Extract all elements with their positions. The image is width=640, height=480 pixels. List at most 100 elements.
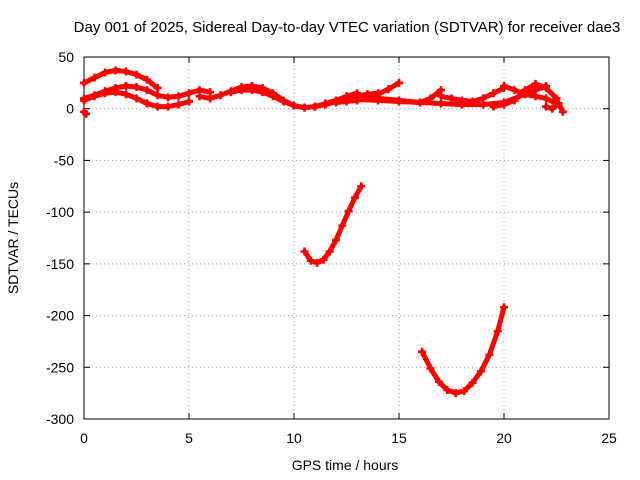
data-point (313, 258, 322, 267)
data-point (332, 236, 340, 245)
grid (84, 57, 609, 419)
data-point (122, 81, 130, 90)
y-axis-title: SDTVAR / TECUs (5, 182, 21, 294)
series-layer (80, 66, 567, 398)
x-tick-label: 25 (601, 430, 617, 446)
data-point (195, 92, 204, 101)
series-arc-15 (418, 303, 508, 398)
data-point (111, 66, 120, 75)
data-point (248, 86, 256, 95)
data-point (554, 99, 563, 108)
data-point (500, 303, 508, 312)
data-point (143, 99, 151, 108)
data-point (185, 97, 193, 106)
data-point (500, 100, 508, 109)
data-point (174, 92, 183, 101)
data-point (90, 73, 99, 82)
data-point (321, 99, 330, 108)
data-point (531, 92, 540, 101)
data-point (468, 97, 477, 106)
data-point (143, 75, 151, 84)
data-point (342, 97, 351, 106)
data-point (80, 96, 88, 105)
x-tick-label: 15 (391, 430, 407, 446)
data-point (500, 81, 508, 90)
series-arc-4 (80, 107, 91, 118)
data-point (269, 92, 277, 101)
data-point (174, 100, 183, 109)
data-point (451, 389, 460, 398)
data-point (153, 102, 162, 111)
series-line (419, 304, 507, 396)
data-point (332, 98, 340, 107)
data-point (132, 70, 141, 79)
data-point (542, 102, 550, 111)
series-arc-9 (374, 86, 445, 107)
data-point (300, 103, 309, 112)
data-point (279, 97, 288, 106)
data-point (338, 221, 347, 230)
data-point (468, 378, 477, 387)
data-point (185, 89, 193, 98)
chart-title: Day 001 of 2025, Sidereal Day-to-day VTE… (74, 19, 621, 36)
plot-frame (83, 56, 610, 420)
data-point (143, 86, 151, 95)
data-point (80, 78, 88, 87)
data-point (542, 94, 550, 103)
x-tick-label: 0 (80, 430, 88, 446)
data-point (111, 88, 120, 97)
data-point (82, 109, 91, 118)
data-point (447, 94, 456, 103)
data-point (426, 94, 435, 103)
series-arc-14 (300, 182, 366, 267)
data-point (437, 92, 445, 101)
data-point (206, 94, 214, 103)
y-tick-label: -250 (46, 359, 74, 375)
data-point (357, 182, 366, 191)
data-point (132, 94, 141, 103)
x-axis-title: GPS time / hours (292, 457, 399, 473)
y-tick-label: -150 (46, 256, 74, 272)
data-point (132, 82, 141, 91)
series-arc-13 (542, 99, 567, 116)
x-tick-label: 5 (185, 430, 193, 446)
data-point (489, 89, 498, 98)
data-point (325, 247, 334, 256)
y-tick-label: -300 (46, 411, 74, 427)
data-point (90, 92, 99, 101)
data-point (164, 102, 172, 111)
data-point (237, 86, 246, 95)
data-point (350, 193, 359, 202)
x-tick-label: 10 (286, 430, 302, 446)
y-tick-label: -100 (46, 204, 74, 220)
data-point (521, 90, 529, 99)
data-point (374, 94, 382, 103)
axis-ticks: 0 5 10 15 20 25 50 0 -50 -100 -150 -200 -250 -300 (46, 49, 617, 446)
data-point (306, 256, 315, 265)
data-point (426, 364, 435, 373)
y-tick-label: 50 (58, 49, 74, 65)
data-point (558, 107, 567, 116)
data-point (434, 377, 443, 386)
data-point (258, 88, 267, 97)
data-point (443, 386, 452, 395)
data-point (101, 89, 109, 98)
data-point (395, 78, 403, 87)
data-point (548, 104, 557, 113)
data-point (290, 101, 298, 110)
data-point (300, 247, 309, 256)
data-point (437, 99, 445, 108)
data-point (458, 96, 466, 105)
data-point (395, 96, 403, 105)
data-point (418, 347, 427, 356)
data-point (510, 86, 519, 95)
y-tick-label: -200 (46, 308, 74, 324)
series-arc-5 (195, 81, 382, 112)
y-tick-label: 0 (66, 101, 74, 117)
data-point (485, 350, 494, 359)
data-point (311, 102, 319, 111)
data-point (122, 67, 130, 76)
y-tick-label: -50 (54, 152, 74, 168)
data-point (384, 85, 393, 94)
